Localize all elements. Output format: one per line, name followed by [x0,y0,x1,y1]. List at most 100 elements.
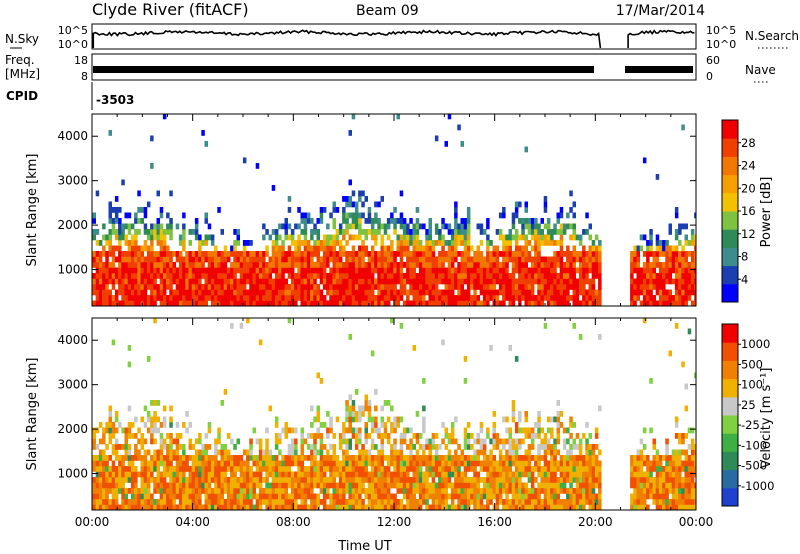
heatmap-cell [223,460,228,467]
heatmap-cell [188,251,192,257]
y-tick-label: 2000 [57,422,88,436]
heatmap-cell [367,400,372,406]
heatmap-cell [585,289,589,296]
heatmap-cell [319,438,324,445]
heatmap-cell [335,234,340,241]
heatmap-cell [361,256,365,263]
heatmap-cell [137,300,141,306]
heatmap-cell [255,438,260,445]
heatmap-cell [681,488,685,494]
heatmap-cell [534,251,538,257]
heatmap-cell [575,278,580,285]
heatmap-cell [396,218,400,224]
heatmap-cell [140,416,144,423]
heatmap-cell [447,223,452,230]
y-tick-label: 3000 [57,378,88,392]
heatmap-cell [553,493,557,500]
heatmap-cell [386,466,391,472]
heatmap-cell [233,460,237,467]
heatmap-cell [335,267,340,274]
heatmap-cell [124,444,128,450]
heatmap-cell [466,504,471,510]
heatmap-cell [338,278,343,285]
heatmap-cell [594,256,599,263]
heatmap-cell [665,278,669,285]
heatmap-cell [303,482,308,489]
heatmap-cell [287,289,292,296]
heatmap-cell [694,460,696,467]
heatmap-cell [463,504,468,510]
heatmap-cell [130,295,135,301]
heatmap-cell [457,251,461,257]
frequency-panel: Freq. [MHz] 18 8 Nave 60 0 [5,53,776,83]
heatmap-cell [476,300,480,306]
heatmap-cell [639,493,644,500]
heatmap-cell [162,416,167,423]
heatmap-cell [124,278,128,285]
heatmap-cell [166,295,170,301]
heatmap-cell [658,295,663,301]
heatmap-cell [214,488,218,494]
heatmap-cell [438,493,442,500]
heatmap-cell [287,245,292,252]
heatmap-cell [108,245,112,252]
heatmap-cell [329,245,333,252]
heatmap-cell [530,466,535,472]
heatmap-cell [313,300,317,306]
heatmap-cell [511,411,516,417]
heatmap-cell [630,471,634,478]
heatmap-cell [425,267,429,274]
heatmap-cell [406,251,410,257]
heatmap-cell [674,245,679,252]
heatmap-cell [646,460,650,467]
heatmap-cell [684,493,688,500]
heatmap-cell [98,256,103,263]
heatmap-cell [415,499,420,505]
heatmap-cell [390,318,394,324]
heatmap-cell [422,289,426,296]
heatmap-cell [505,493,509,500]
heatmap-cell [441,482,445,489]
heatmap-cell [374,229,378,235]
heatmap-cell [294,273,298,279]
heatmap-cell [226,499,231,505]
heatmap-cell [457,444,461,450]
heatmap-cell [518,201,522,208]
heatmap-cell [98,488,103,494]
heatmap-cell [201,284,205,290]
heatmap-cell [546,488,551,494]
heatmap-cell [585,300,589,306]
heatmap-cell [361,488,365,494]
heatmap-cell [316,405,320,412]
heatmap-cell [316,499,320,505]
heatmap-cell [383,433,388,439]
heatmap-cell [252,295,256,301]
heatmap-cell [412,234,416,241]
heatmap-cell [466,234,471,241]
heatmap-cell [281,477,285,483]
heatmap-cell [553,438,557,445]
heatmap-cell [406,455,410,461]
heatmap-cell [178,466,183,472]
heatmap-cell [588,245,592,252]
heatmap-cell [447,438,452,445]
heatmap-cell [153,234,157,241]
heatmap-cell [396,460,400,467]
heatmap-cell [521,493,525,500]
heatmap-cell [313,477,317,483]
heatmap-cell [303,300,308,306]
heatmap-cell [287,449,292,456]
heatmap-cell [527,504,532,510]
heatmap-cell [342,477,346,483]
heatmap-cell [258,251,263,257]
heatmap-cell [130,267,135,274]
heatmap-cell [514,455,519,461]
heatmap-cell [460,504,464,510]
heatmap-cell [300,267,304,274]
heatmap-cell [524,251,528,257]
heatmap-cell [105,289,109,296]
heatmap-cell [498,278,503,285]
heatmap-cell [636,499,640,505]
heatmap-cell [121,295,125,301]
heatmap-cell [630,482,634,489]
